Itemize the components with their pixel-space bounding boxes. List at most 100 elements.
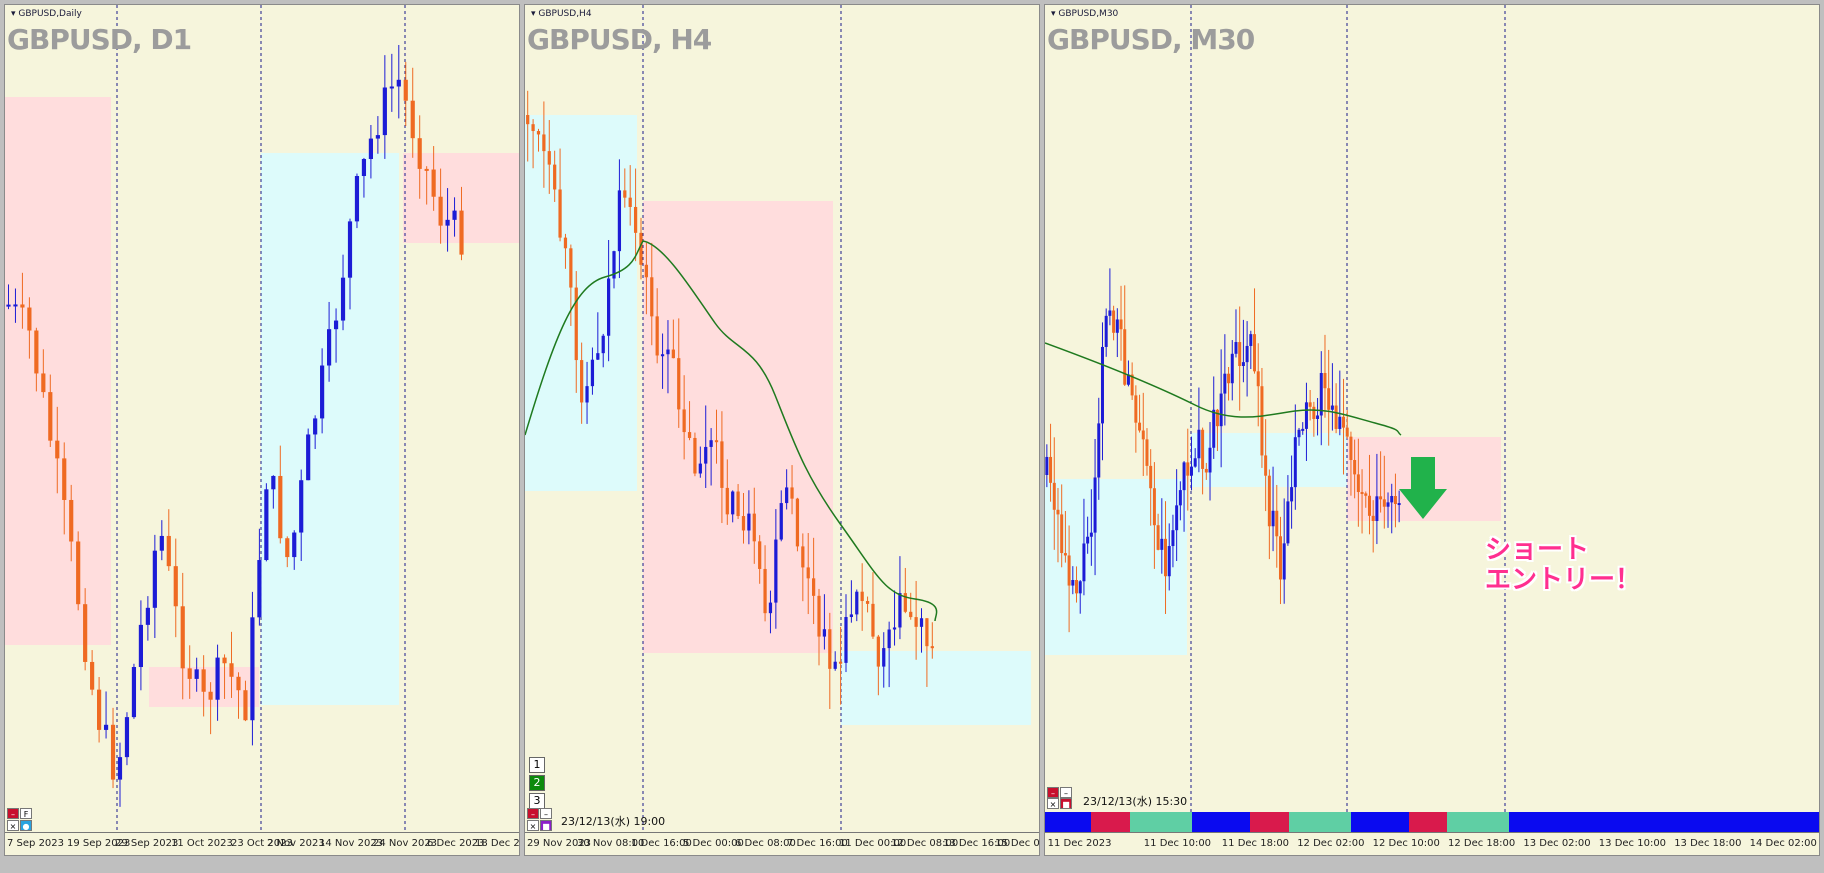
- candle-body: [1063, 553, 1067, 556]
- candle-body: [452, 210, 457, 220]
- candle-body: [790, 487, 794, 499]
- candle-body: [919, 618, 924, 627]
- color-icon[interactable]: ■: [540, 820, 552, 831]
- candle-body: [1253, 334, 1257, 372]
- candle-body: [1360, 492, 1364, 495]
- candle-body: [1141, 430, 1145, 440]
- minimize-icon[interactable]: –: [540, 808, 552, 819]
- candle-body: [1312, 406, 1316, 419]
- candle-body: [1193, 458, 1197, 467]
- candle-body: [131, 667, 137, 718]
- candle-body: [531, 124, 535, 132]
- candle-body: [264, 489, 269, 561]
- candle-body: [1316, 415, 1320, 419]
- candle-body: [438, 196, 443, 226]
- candle-body: [1223, 373, 1227, 394]
- candle-body: [20, 304, 25, 308]
- candle-body: [1212, 409, 1216, 448]
- candle-body: [145, 607, 150, 625]
- x-tick-label: 19 Sep 2023: [67, 838, 131, 849]
- template-button-1[interactable]: 1: [529, 757, 545, 773]
- candle-body: [536, 131, 541, 135]
- candle-body: [855, 591, 859, 615]
- template-button-3[interactable]: 3: [529, 793, 545, 809]
- candle-body: [569, 248, 573, 288]
- candlestick-chart[interactable]: [525, 5, 1040, 856]
- chart-panel-m30[interactable]: ▾ GBPUSD,M30 GBPUSD, M30 ショート エントリー！ – –…: [1044, 4, 1820, 856]
- candle-body: [882, 648, 886, 667]
- candle-body: [1342, 416, 1346, 428]
- close-icon[interactable]: –: [1047, 787, 1059, 798]
- candle-body: [34, 330, 39, 374]
- chart-panel-h4[interactable]: ▾ GBPUSD,H4 GBPUSD, H4 1 2 3 – – × ■ 23/…: [524, 4, 1040, 856]
- candle-body: [741, 516, 746, 531]
- close-icon[interactable]: –: [527, 808, 539, 819]
- candle-body: [828, 629, 832, 669]
- candle-body: [333, 320, 339, 330]
- x-tick-label: 12 Dec 08:00: [891, 838, 959, 849]
- close-icon[interactable]: –: [7, 808, 19, 819]
- candle-body: [292, 532, 297, 558]
- candle-body: [1282, 543, 1286, 580]
- candle-body: [1060, 514, 1064, 554]
- candlestick-chart[interactable]: [1045, 5, 1820, 856]
- x-tick-label: 11 Dec 10:00: [1143, 838, 1212, 849]
- candle-body: [340, 277, 346, 321]
- settings-icon[interactable]: ●: [20, 820, 32, 831]
- chart-panel-d1[interactable]: ▾ GBPUSD,Daily GBPUSD, D1 – F × ● 7 Sep …: [4, 4, 520, 856]
- candle-body: [682, 409, 686, 433]
- panel-title: GBPUSD, D1: [7, 23, 192, 56]
- candle-body: [1152, 488, 1156, 526]
- candle-body: [250, 617, 255, 721]
- candle-body: [1204, 468, 1208, 473]
- candle-body: [617, 190, 622, 252]
- x-tick-label: 11 Dec 00:00: [839, 838, 907, 849]
- candle-body: [222, 657, 227, 664]
- candle-body: [655, 316, 659, 356]
- candle-body: [271, 475, 276, 490]
- color-icon[interactable]: ■: [1060, 798, 1072, 809]
- minimize-icon[interactable]: –: [1060, 787, 1072, 798]
- candle-body: [299, 480, 304, 533]
- close-x-icon[interactable]: ×: [527, 820, 539, 831]
- candle-body: [327, 329, 332, 366]
- candle-body: [590, 359, 595, 387]
- candle-body: [731, 491, 735, 515]
- candle-body: [774, 539, 778, 603]
- x-tick-label: 13 Dec 10:00: [1598, 838, 1667, 849]
- candlestick-chart[interactable]: [5, 5, 520, 856]
- candle-body: [736, 491, 740, 517]
- candle-body: [833, 661, 837, 669]
- candle-body: [1238, 342, 1242, 366]
- candle-body: [368, 138, 373, 160]
- demand-zone: [525, 115, 637, 491]
- x-tick-label: 1 Dec 16:00: [631, 838, 692, 849]
- close-x-icon[interactable]: ×: [1047, 798, 1059, 809]
- candle-body: [1075, 580, 1079, 594]
- candle-body: [90, 661, 95, 690]
- candle-body: [1160, 538, 1164, 550]
- candle-body: [117, 757, 123, 780]
- candle-body: [1308, 402, 1312, 407]
- candle-body: [1234, 342, 1238, 354]
- close-x-icon[interactable]: ×: [7, 820, 19, 831]
- candle-body: [1264, 455, 1268, 476]
- candle-body: [876, 636, 880, 667]
- candle-body: [1260, 386, 1264, 456]
- candle-body: [644, 264, 648, 278]
- candle-body: [6, 304, 11, 307]
- candle-body: [1089, 532, 1093, 537]
- x-tick-label: 14 Dec 02:00: [1749, 838, 1817, 849]
- candle-body: [558, 189, 562, 238]
- candle-body: [585, 386, 589, 403]
- candle-body: [747, 513, 751, 531]
- candle-body: [1323, 373, 1327, 389]
- candle-body: [27, 307, 32, 331]
- candle-body: [671, 349, 675, 359]
- template-button-2[interactable]: 2: [529, 775, 545, 791]
- candle-body: [849, 614, 853, 618]
- candle-body: [1126, 374, 1130, 385]
- candle-body: [201, 669, 206, 692]
- demand-zone: [841, 651, 1031, 725]
- f-button[interactable]: F: [20, 808, 32, 819]
